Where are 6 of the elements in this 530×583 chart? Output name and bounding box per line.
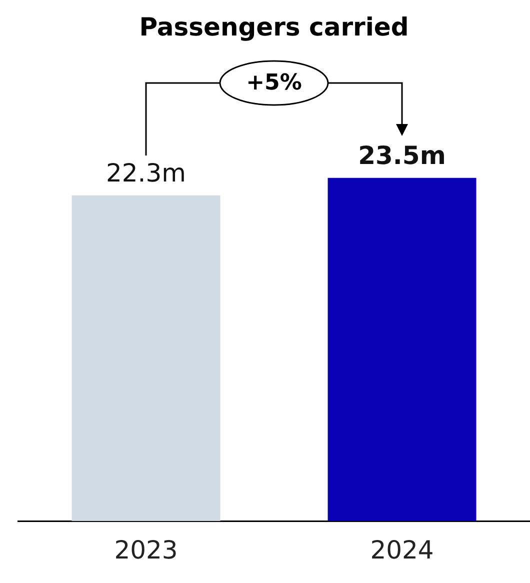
text: +5% — [246, 70, 302, 96]
data-label: 23.5m — [358, 140, 446, 170]
x-tick-label: 2024 — [370, 536, 434, 564]
x-tick-label: 2023 — [114, 536, 178, 564]
data-label: 22.3m — [106, 158, 186, 188]
chart-title: Passengers carried — [139, 12, 409, 42]
